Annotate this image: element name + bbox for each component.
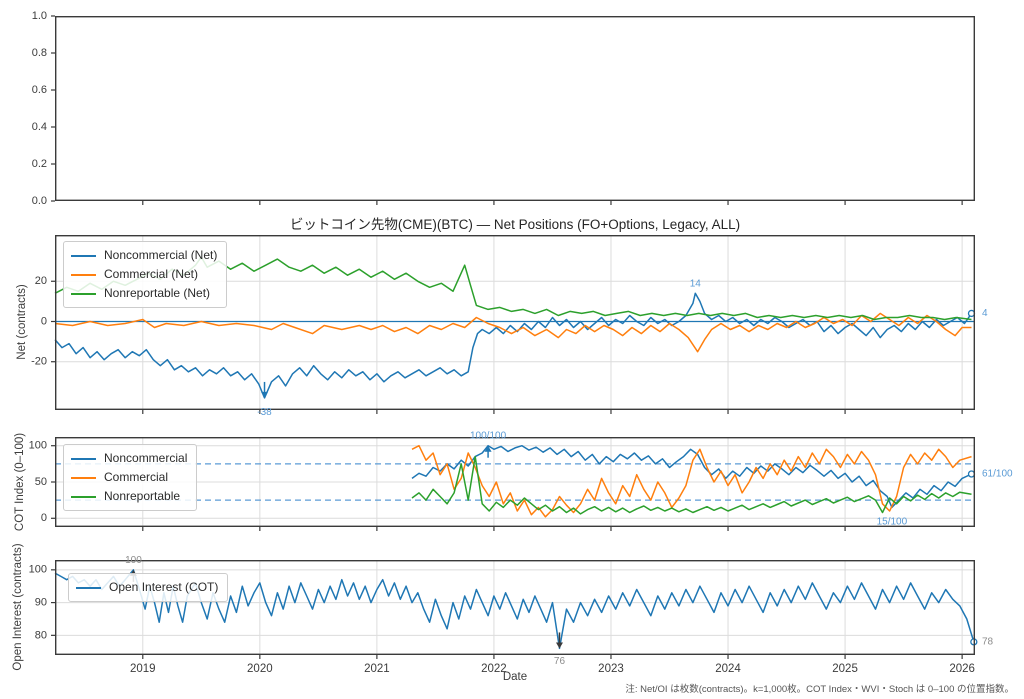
legend-line-swatch [71,457,96,460]
svg-text:100: 100 [29,440,47,452]
svg-text:20: 20 [35,275,47,287]
legend-item: Commercial (Net) [71,265,217,284]
svg-text:4: 4 [982,308,988,319]
svg-text:2024: 2024 [715,663,741,675]
svg-text:2020: 2020 [247,663,273,675]
legend-label: Nonreportable (Net) [104,286,211,300]
subplot-empty: 0.0 0.2 0.4 0.6 0.8 1.0 [32,10,975,207]
legend-label: Nonreportable [104,489,181,503]
legend-item: Open Interest (COT) [76,578,218,597]
legend-label: Commercial [104,470,169,484]
legend-label: Noncommercial (Net) [104,248,218,262]
svg-text:2025: 2025 [832,663,858,675]
legend-item: Noncommercial [71,449,187,468]
svg-text:100: 100 [29,564,47,576]
svg-text:90: 90 [35,596,47,608]
svg-text:2026: 2026 [949,663,975,675]
svg-text:50: 50 [35,476,47,488]
svg-text:61/100: 61/100 [982,469,1013,480]
svg-text:2021: 2021 [364,663,390,675]
legend-item: Commercial [71,468,187,487]
svg-text:0.8: 0.8 [32,47,47,59]
legend-item: Nonreportable (Net) [71,284,217,303]
legend-net-positions: Noncommercial (Net) Commercial (Net) Non… [63,241,228,308]
svg-text:0.0: 0.0 [32,195,47,207]
legend-line-swatch [71,495,96,498]
svg-text:0: 0 [41,315,47,327]
svg-text:100/100: 100/100 [470,431,507,442]
legend-item: Noncommercial (Net) [71,246,217,265]
legend-line-swatch [76,586,101,589]
svg-text:-20: -20 [31,356,47,368]
svg-text:14: 14 [690,278,702,289]
svg-text:0.2: 0.2 [32,158,47,170]
svg-text:80: 80 [35,629,47,641]
svg-text:76: 76 [554,656,566,667]
open-interest-y-axis-label: Open Interest (contracts) [12,543,24,671]
svg-text:2023: 2023 [598,663,624,675]
subplot-net-positions: -20 0 20 14 -38 4 [31,234,988,418]
legend-label: Commercial (Net) [104,267,199,281]
legend-item: Nonreportable [71,487,187,506]
svg-text:0: 0 [41,512,47,524]
cot-index-y-axis-label: COT Index (0–100) [14,432,26,532]
subplot-cot-index: 0 50 100 100/100 15/100 61/100 [29,431,1013,531]
chart-title: ビットコイン先物(CME)(BTC) — Net Positions (FO+O… [289,217,741,232]
svg-text:1.0: 1.0 [32,10,47,22]
net-y-axis-label: Net (contracts) [16,284,28,360]
x-axis-label: Date [502,671,528,683]
legend-line-swatch [71,254,96,257]
legend-label: Open Interest (COT) [109,580,219,594]
svg-text:2019: 2019 [130,663,156,675]
svg-text:15/100: 15/100 [877,516,908,527]
legend-line-swatch [71,292,96,295]
legend-open-interest: Open Interest (COT) [68,573,229,602]
legend-line-swatch [71,273,96,276]
svg-text:2022: 2022 [481,663,507,675]
legend-label: Noncommercial [104,451,188,465]
svg-text:78: 78 [982,637,994,648]
svg-text:100: 100 [125,555,142,566]
svg-text:0.4: 0.4 [32,121,47,133]
legend-line-swatch [71,476,96,479]
footnote: 注: Net/OI は枚数(contracts)。k=1,000枚。COT In… [625,684,1014,695]
legend-cot-index: Noncommercial Commercial Nonreportable [63,444,198,511]
svg-text:0.6: 0.6 [32,84,47,96]
svg-text:-38: -38 [257,407,272,418]
